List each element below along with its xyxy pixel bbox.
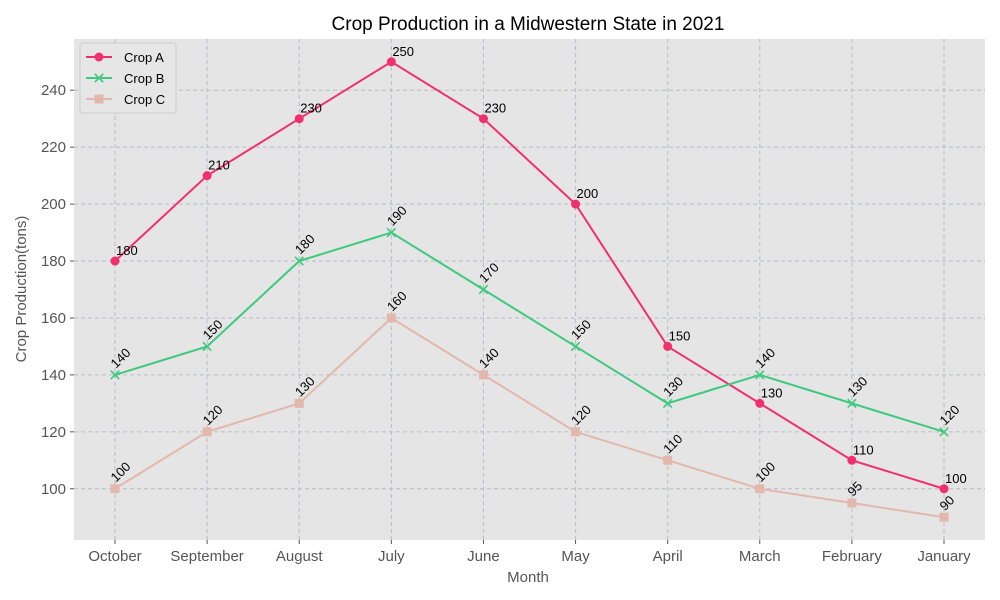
data-label: 130 — [761, 385, 783, 400]
y-tick-label: 240 — [41, 82, 66, 99]
data-point — [202, 427, 212, 437]
y-tick-label: 220 — [41, 139, 66, 156]
data-label: 210 — [208, 158, 230, 173]
y-tick-label: 180 — [41, 253, 66, 270]
y-tick-label: 140 — [41, 367, 66, 384]
data-point — [202, 341, 212, 352]
legend-box — [79, 42, 177, 114]
data-point — [847, 398, 857, 409]
data-label: 230 — [484, 101, 506, 116]
y-tick-label: 100 — [41, 481, 66, 498]
series-line — [114, 60, 945, 490]
series-line — [114, 316, 945, 519]
data-point — [755, 398, 765, 408]
data-point — [110, 256, 120, 266]
data-point — [847, 455, 857, 465]
data-point — [386, 313, 396, 323]
data-point — [662, 398, 673, 409]
x-axis-label: Month — [507, 569, 549, 586]
x-tick-label: June — [467, 548, 500, 565]
y-axis-label: Crop Production(tons) — [13, 216, 30, 363]
y-tick-label: 200 — [41, 196, 66, 213]
data-label: 230 — [300, 101, 322, 116]
x-tick-label: August — [276, 548, 324, 565]
data-point — [571, 427, 581, 437]
legend-entry: Crop B — [124, 71, 164, 86]
x-tick-label: January — [917, 548, 971, 565]
x-tick-label: September — [170, 548, 243, 565]
y-axis: 100 120 140 160 180 200 220 240 — [41, 82, 74, 498]
data-point — [755, 484, 765, 494]
data-point — [847, 498, 857, 508]
x-tick-label: May — [561, 548, 590, 565]
data-point — [202, 171, 212, 181]
legend: Crop A Crop B Crop C — [79, 42, 177, 114]
data-point — [110, 484, 120, 494]
data-point — [94, 73, 104, 83]
series-lines — [110, 57, 949, 522]
data-point — [94, 52, 104, 62]
legend-entry: Crop C — [124, 92, 165, 107]
data-label: 150 — [669, 328, 691, 343]
series-crop-b — [110, 227, 949, 437]
x-tick-label: October — [88, 548, 141, 565]
data-point — [663, 341, 673, 351]
data-point — [663, 455, 673, 465]
plot-area — [74, 39, 985, 540]
data-point — [478, 370, 488, 380]
data-point — [939, 427, 949, 437]
legend-entry: Crop A — [124, 50, 164, 65]
data-point — [294, 114, 304, 124]
data-point — [570, 341, 581, 352]
y-tick-label: 160 — [41, 310, 66, 327]
x-tick-label: July — [378, 548, 405, 565]
data-label: 180 — [116, 243, 138, 258]
x-axis: October September August July June May April Ma… — [88, 540, 971, 565]
chart-title: Crop Production in a Midwestern State in… — [332, 14, 725, 35]
data-point — [94, 94, 104, 104]
data-point — [386, 57, 396, 67]
data-point — [386, 227, 397, 238]
series-crop-c — [110, 313, 949, 522]
data-point — [939, 512, 949, 522]
data-label: 250 — [392, 44, 414, 59]
data-point — [571, 199, 581, 209]
data-label: 100 — [945, 471, 967, 486]
data-point — [755, 370, 765, 380]
data-point — [478, 114, 488, 124]
x-tick-label: February — [822, 548, 883, 565]
data-label: 200 — [577, 186, 599, 201]
series-line — [114, 231, 945, 433]
data-point — [294, 256, 304, 266]
data-point — [110, 370, 120, 380]
x-tick-label: April — [653, 548, 683, 565]
data-label: 110 — [853, 442, 874, 457]
x-tick-label: March — [739, 548, 781, 565]
series-crop-a — [110, 57, 949, 494]
data-point — [478, 284, 489, 295]
data-point — [294, 398, 304, 408]
data-point — [939, 484, 949, 494]
y-tick-label: 120 — [41, 424, 66, 441]
